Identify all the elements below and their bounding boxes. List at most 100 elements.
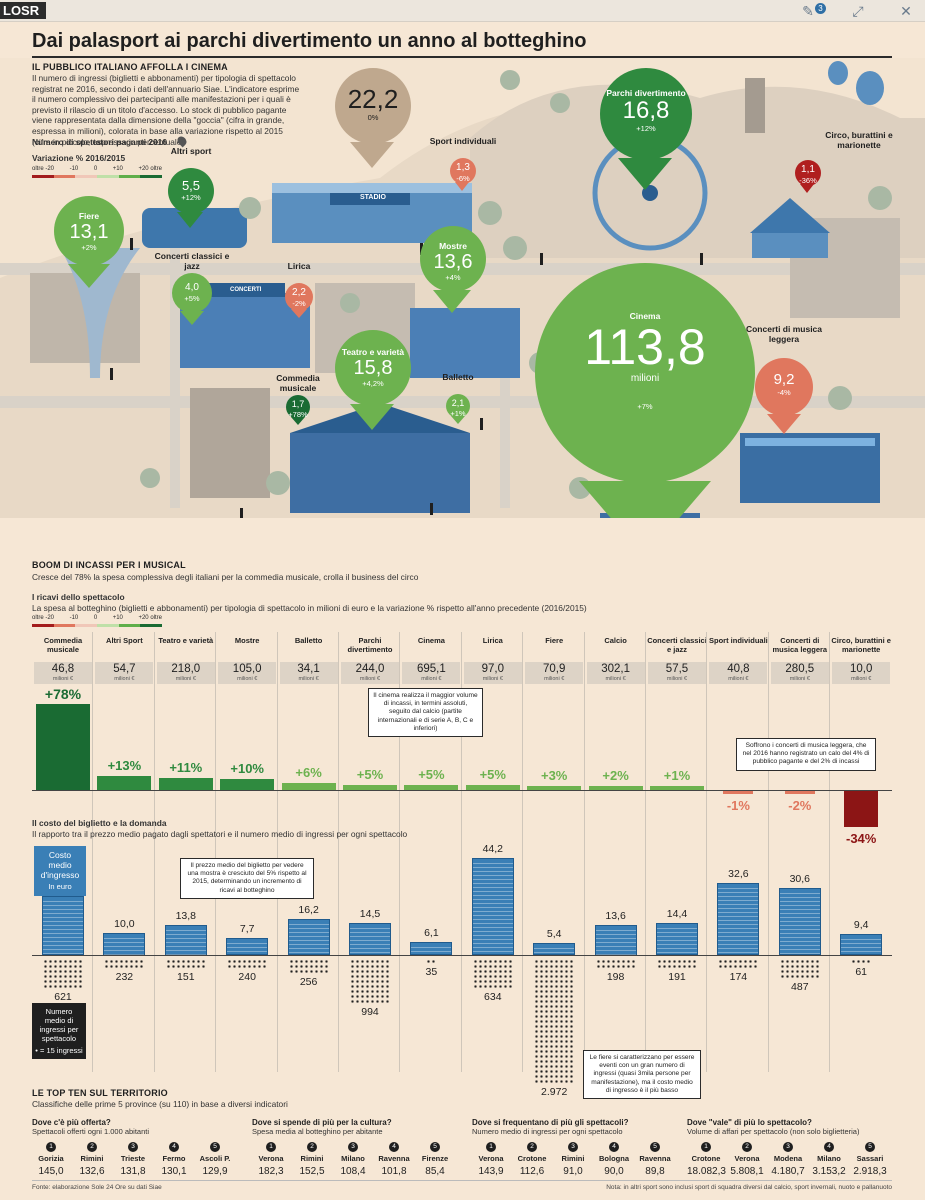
drop-pin: 1,7 +78% [286, 395, 310, 425]
note-mostre: Il prezzo medio del biglietto per vedere… [180, 858, 314, 899]
scale-label: -10 [69, 166, 79, 172]
pin-value: 15,8 [353, 356, 393, 379]
pin-value: 1,3 [456, 161, 470, 173]
drop-pin: 2,2 -2% [285, 283, 313, 318]
topten-heading: LE TOP TEN SUL TERRITORIO [32, 1088, 168, 1098]
column-name: Mostre [234, 636, 260, 645]
pin-value: 1,1 [801, 163, 815, 175]
rank-badge: 2 [87, 1142, 97, 1152]
price-bar [287, 919, 330, 955]
drop-pin: 1,3 -6% [450, 158, 476, 191]
province-name: Rimini [300, 1154, 324, 1163]
price-legend: Costo medio d'ingresso In euro [34, 846, 86, 896]
column-name: Parchi divertimento [347, 636, 393, 654]
topten-question: Dove c'è più offerta? [32, 1118, 111, 1127]
attendance-value: 621 [54, 991, 72, 1003]
revenue-column: Teatro e varietà 218,0 milioni € [155, 636, 217, 684]
rank-badge: 4 [169, 1142, 179, 1152]
page-title: Dai palasport ai parchi divertimento un … [32, 30, 587, 52]
revenue-value: 97,0 [481, 663, 504, 675]
revenue-column: Mostre 105,0 milioni € [216, 636, 278, 684]
drop-pin-tail [68, 264, 110, 288]
intro-text: Il numero di ingressi (biglietti e abbon… [32, 73, 300, 147]
attendance-value: 232 [115, 971, 134, 983]
revenue-column: Cinema 695,1 milioni € [400, 636, 462, 684]
rank-badge: 2 [527, 1142, 537, 1152]
price-value: 9,4 [853, 919, 869, 932]
revenue-value: 46,8 [51, 663, 75, 675]
pin-name: Fiere [78, 211, 100, 222]
revenue-unit: milioni € [52, 676, 74, 682]
revenue-column: Parchi divertimento 244,0 milioni € [339, 636, 401, 684]
price-value: 16,2 [298, 904, 319, 917]
province-name: Ravenna [378, 1154, 410, 1163]
column-separator [706, 632, 708, 1072]
province-value: 132,6 [79, 1166, 105, 1177]
costo-heading: Il costo del biglietto e la domanda [32, 818, 167, 828]
province-value: 152,5 [299, 1166, 325, 1177]
expand-icon[interactable]: ⤢ [852, 3, 864, 19]
pin-name: Lirica [287, 261, 311, 271]
variation-bar [158, 777, 213, 790]
intro-heading: IL PUBBLICO ITALIANO AFFOLLA I CINEMA [32, 62, 228, 72]
province-value: 89,8 [645, 1166, 665, 1177]
province-value: 101,8 [381, 1166, 407, 1177]
boom-subtitle: Cresce del 78% la spesa complessiva degl… [32, 572, 419, 582]
pin-icon[interactable]: ✎ [802, 3, 814, 19]
attendance-legend: Numero medio di ingressi per spettacolo … [32, 1003, 86, 1059]
close-icon[interactable]: ✕ [900, 3, 912, 19]
column-name: Teatro e varietà [158, 636, 214, 645]
price-value: 5,4 [546, 928, 562, 941]
drop-pin-tail [450, 416, 465, 424]
scale-swatch [75, 175, 98, 178]
variation-label: +5% [356, 766, 384, 782]
topten-item: 4 Fermo 130,1 [155, 1142, 193, 1177]
price-value: 14,4 [666, 908, 688, 921]
price-axis [32, 955, 892, 956]
price-bar [226, 938, 269, 957]
pin-percent: -4% [777, 387, 791, 397]
rank-badge: 2 [742, 1142, 752, 1152]
drop-pin-tail [579, 481, 711, 518]
topten-item: 3 Milano 108,4 [334, 1142, 372, 1177]
topten-item: 2 Crotone 112,6 [513, 1142, 551, 1177]
revenue-column: Concerti di musica leggera 280,5 milioni € [769, 636, 831, 684]
pin-percent: -2% [292, 299, 306, 309]
rank-badge: 3 [568, 1142, 578, 1152]
brand-logo: LOSR [0, 2, 46, 19]
revenue-column: Fiere 70,9 milioni € [523, 636, 585, 684]
topten-group: Dove si spende di più per la cultura? Spe… [252, 1118, 457, 1177]
revenue-value-box: 302,1 milioni € [586, 662, 645, 684]
drop-pin: 9,2 -4% [755, 358, 813, 434]
variation-label: -1% [726, 798, 750, 813]
revenue-unit: milioni € [544, 676, 565, 682]
attendance-dots [165, 959, 206, 969]
province-value: 112,6 [519, 1166, 545, 1177]
column-name: Calcio [604, 636, 627, 645]
column-name: Altri Sport [106, 636, 143, 645]
province-name: Milano [817, 1154, 841, 1163]
column-separator [829, 632, 831, 1072]
revenue-column: Lirica 97,0 milioni € [462, 636, 524, 684]
topten-question: Dove si frequentano di più gli spettacol… [472, 1118, 629, 1127]
column-separator [338, 632, 339, 1072]
topten-item: 4 Milano 3.153,2 [810, 1142, 848, 1177]
revenue-unit: milioni € [298, 676, 319, 682]
attendance-dots [534, 959, 575, 1084]
note-cinema: Il cinema realizza il maggior volume di … [368, 688, 483, 738]
price-bar [349, 923, 391, 955]
boom-heading: BOOM DI INCASSI PER I MUSICAL [32, 560, 186, 570]
topten-item: 1 Verona 182,3 [252, 1142, 290, 1177]
title-divider [32, 56, 892, 58]
pin-percent: 0% [367, 112, 379, 122]
drop-pin-tail [350, 142, 395, 168]
attendance-dots [595, 959, 636, 969]
rank-badge: 3 [348, 1142, 358, 1152]
variation-bar [404, 784, 459, 790]
revenue-value-box: 280,5 milioni € [770, 662, 829, 684]
province-name: Fermo [162, 1154, 186, 1163]
price-bar [42, 896, 84, 955]
topten-item: 1 Gorizia 145,0 [32, 1142, 70, 1177]
notification-badge: 3 [815, 3, 826, 14]
drop-pin-tail [455, 182, 470, 191]
